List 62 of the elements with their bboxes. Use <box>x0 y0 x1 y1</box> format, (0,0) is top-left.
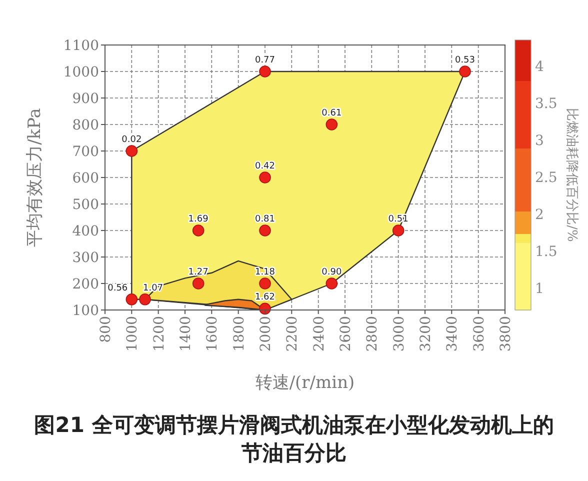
point <box>126 294 138 306</box>
x-tick-label: 3800 <box>498 316 514 352</box>
y-tick-label: 300 <box>72 250 99 266</box>
annotation: 0.56 <box>108 283 128 294</box>
annotation: 1.62 <box>254 292 276 303</box>
x-tick-label: 2600 <box>338 316 354 352</box>
point <box>259 224 271 236</box>
x-tick-label: 2800 <box>364 316 381 352</box>
point <box>459 66 471 78</box>
x-tick-label: 3200 <box>418 316 434 352</box>
y-tick-label: 1000 <box>63 64 99 80</box>
y-tick-label: 200 <box>72 276 99 292</box>
y-tick-label: 100 <box>72 303 99 319</box>
color-bar-label: 2 <box>535 206 544 223</box>
x-tick-label: 2000 <box>258 316 274 352</box>
point <box>259 302 271 315</box>
x-tick-label: 2400 <box>311 316 328 352</box>
y-tick-label: 400 <box>72 224 99 240</box>
x-tick-label: 1400 <box>178 316 194 352</box>
point <box>126 145 138 157</box>
x-tick-label: 3600 <box>471 316 488 352</box>
x-tick-label: 1200 <box>151 316 168 352</box>
annotation: 0.42 <box>254 162 276 172</box>
color-bar-title: 比燃油耗降低百分比/% <box>564 108 579 242</box>
text: 图21 全可变调节摆片滑阀式机油泵在小型化发动机上的节油百分比 <box>34 413 554 465</box>
point <box>259 278 271 290</box>
point <box>392 224 404 236</box>
y-tick-label: 1100 <box>63 38 99 54</box>
annotation: 0.77 <box>254 56 276 66</box>
point <box>326 278 338 290</box>
color-bar-label: 1.5 <box>535 244 558 260</box>
y-tick-label: 700 <box>72 144 99 160</box>
y-tick-label: 800 <box>72 118 99 134</box>
point <box>326 118 338 130</box>
annotation: 0.81 <box>254 214 276 224</box>
color-bar-label: 4 <box>535 58 544 75</box>
point <box>259 66 271 78</box>
y-axis-title: 平均有效压力/kPa <box>25 108 45 247</box>
color-bar-label: 1 <box>535 280 544 297</box>
x-axis-title: 转速/(r/min) <box>255 373 355 393</box>
x-tick-label: 3400 <box>444 316 461 352</box>
point <box>192 278 204 290</box>
x-tick-label: 2200 <box>284 316 301 352</box>
point <box>139 294 151 306</box>
point <box>259 172 271 184</box>
color-bar-label: 3 <box>535 132 544 149</box>
annotation: 0.53 <box>454 56 476 66</box>
annotation: 0.90 <box>322 268 342 278</box>
y-tick-label: 500 <box>72 197 99 213</box>
annotation: 0.61 <box>322 108 342 118</box>
annotation: 1.27 <box>188 268 208 278</box>
annotation: 0.02 <box>122 135 142 145</box>
y-tick-label: 900 <box>72 91 99 107</box>
x-tick-label: 1000 <box>124 316 141 352</box>
x-tick-label: 1600 <box>204 316 221 352</box>
point <box>192 224 204 236</box>
x-tick-label: 3000 <box>391 316 408 352</box>
color-bar-label: 2.5 <box>535 170 558 186</box>
x-tick-label: 1800 <box>231 316 248 352</box>
color-bar-label: 3.5 <box>535 96 558 112</box>
y-tick-label: 600 <box>72 170 99 186</box>
annotation: 1.69 <box>188 214 209 224</box>
